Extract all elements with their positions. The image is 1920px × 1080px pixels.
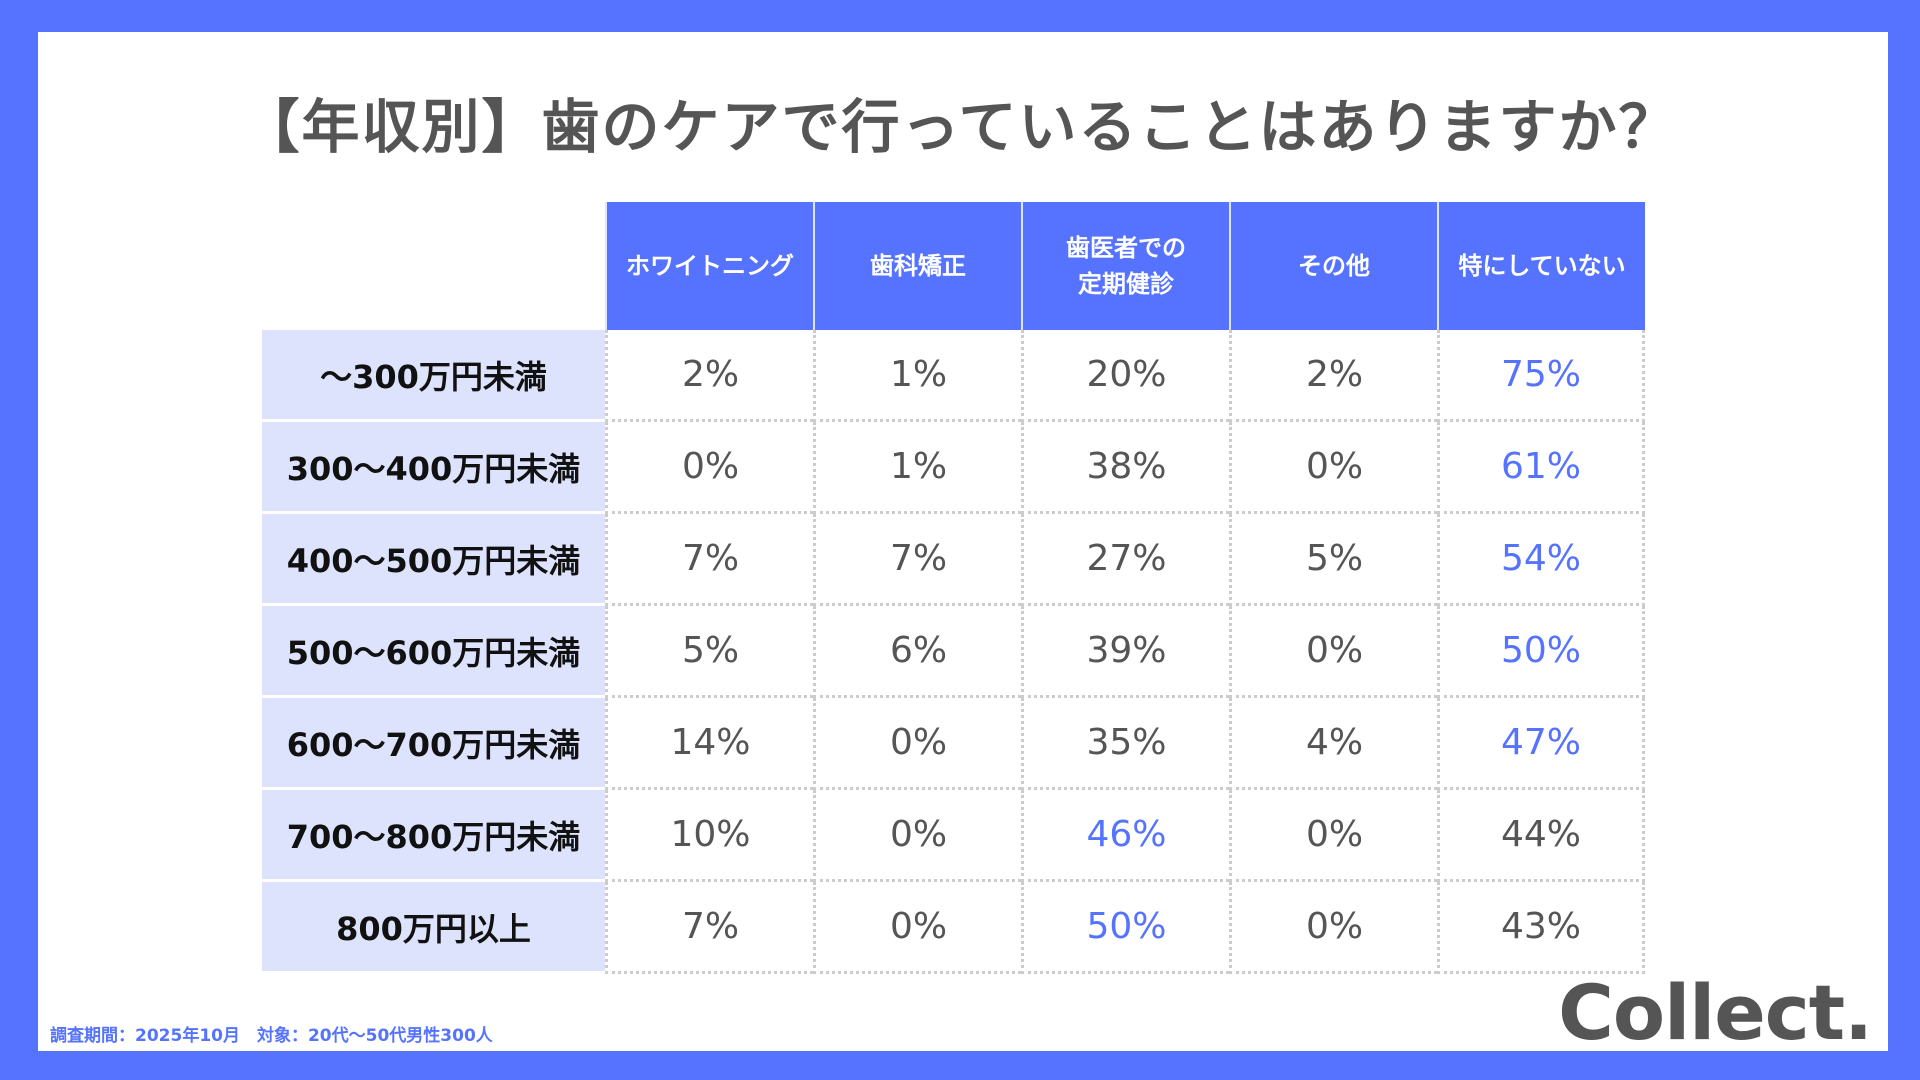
survey-note: 調査期間：2025年10月 対象：20代〜50代男性300人	[50, 1026, 493, 1046]
value-cell: 2%	[1229, 330, 1437, 422]
column-header: 歯医者での 定期健診	[1021, 202, 1229, 330]
value-cell: 43%	[1437, 882, 1645, 974]
row-label: 800万円以上	[262, 882, 605, 974]
value-cell: 54%	[1437, 514, 1645, 606]
table-row: 〜300万円未満 2% 1% 20% 2% 75%	[262, 330, 1645, 422]
value-cell: 7%	[605, 514, 813, 606]
table-row: 500〜600万円未満 5% 6% 39% 0% 50%	[262, 606, 1645, 698]
row-label: 300〜400万円未満	[262, 422, 605, 514]
column-header: ホワイトニング	[605, 202, 813, 330]
row-label: 600〜700万円未満	[262, 698, 605, 790]
value-cell: 0%	[1229, 882, 1437, 974]
value-cell: 5%	[605, 606, 813, 698]
row-label: 500〜600万円未満	[262, 606, 605, 698]
value-cell: 0%	[813, 790, 1021, 882]
row-label: 400〜500万円未満	[262, 514, 605, 606]
value-cell: 10%	[605, 790, 813, 882]
row-label: 〜300万円未満	[262, 330, 605, 422]
value-cell: 47%	[1437, 698, 1645, 790]
value-cell: 75%	[1437, 330, 1645, 422]
table-row: 700〜800万円未満 10% 0% 46% 0% 44%	[262, 790, 1645, 882]
value-cell: 0%	[813, 882, 1021, 974]
brand-logo: Collect.	[1558, 968, 1873, 1057]
value-cell: 7%	[605, 882, 813, 974]
data-table: ホワイトニング 歯科矯正 歯医者での 定期健診 その他 特にしていない 〜300万円未満…	[262, 202, 1645, 974]
value-cell: 38%	[1021, 422, 1229, 514]
table-row: 800万円以上 7% 0% 50% 0% 43%	[262, 882, 1645, 974]
value-cell: 0%	[1229, 606, 1437, 698]
page-title: 【年収別】歯のケアで行っていることはありますか？	[241, 93, 1679, 161]
value-cell: 1%	[813, 330, 1021, 422]
value-cell: 39%	[1021, 606, 1229, 698]
table-row: 600〜700万円未満 14% 0% 35% 4% 47%	[262, 698, 1645, 790]
value-cell: 61%	[1437, 422, 1645, 514]
value-cell: 0%	[605, 422, 813, 514]
value-cell: 14%	[605, 698, 813, 790]
value-cell: 0%	[1229, 422, 1437, 514]
value-cell: 50%	[1021, 882, 1229, 974]
value-cell: 0%	[813, 698, 1021, 790]
table-row: 400〜500万円未満 7% 7% 27% 5% 54%	[262, 514, 1645, 606]
row-label: 700〜800万円未満	[262, 790, 605, 882]
value-cell: 6%	[813, 606, 1021, 698]
value-cell: 2%	[605, 330, 813, 422]
value-cell: 7%	[813, 514, 1021, 606]
value-cell: 20%	[1021, 330, 1229, 422]
value-cell: 46%	[1021, 790, 1229, 882]
value-cell: 35%	[1021, 698, 1229, 790]
value-cell: 44%	[1437, 790, 1645, 882]
column-header: 歯科矯正	[813, 202, 1021, 330]
value-cell: 27%	[1021, 514, 1229, 606]
value-cell: 0%	[1229, 790, 1437, 882]
column-header: 特にしていない	[1437, 202, 1645, 330]
value-cell: 1%	[813, 422, 1021, 514]
table-row: 300〜400万円未満 0% 1% 38% 0% 61%	[262, 422, 1645, 514]
corner-cell	[262, 202, 605, 330]
column-header: その他	[1229, 202, 1437, 330]
value-cell: 5%	[1229, 514, 1437, 606]
value-cell: 50%	[1437, 606, 1645, 698]
value-cell: 4%	[1229, 698, 1437, 790]
